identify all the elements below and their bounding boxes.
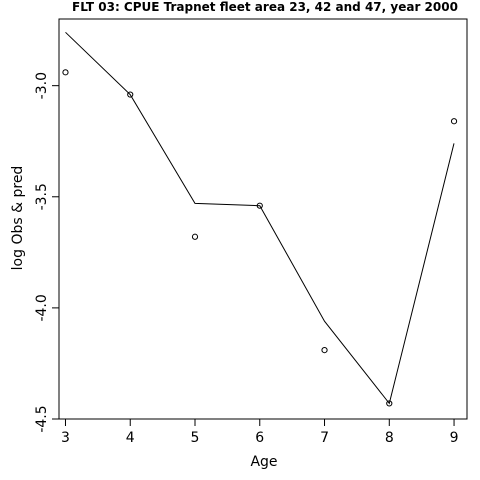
observed-point bbox=[450, 118, 458, 125]
y-axis-label: log Obs & pred bbox=[10, 166, 26, 271]
x-tick-label: 6 bbox=[255, 430, 264, 446]
y-tick-label: -3.5 bbox=[34, 183, 50, 210]
x-tick-label: 5 bbox=[191, 430, 200, 446]
x-axis-label: Age bbox=[250, 454, 277, 470]
x-tick-label: 4 bbox=[126, 430, 135, 446]
observed-point bbox=[321, 347, 328, 354]
series-layer bbox=[62, 31, 458, 407]
x-axis: 3 4 5 6 7 8 9 bbox=[61, 419, 459, 446]
y-tick-label: -4.5 bbox=[34, 405, 50, 432]
x-tick-label: 9 bbox=[450, 430, 459, 446]
x-tick-label: 7 bbox=[320, 430, 329, 446]
observed-point bbox=[191, 233, 199, 240]
chart-title: FLT 03: CPUE Trapnet fleet area 23, 42 a… bbox=[72, 0, 458, 14]
observed-point bbox=[256, 202, 263, 209]
y-tick-label: -4.0 bbox=[34, 294, 50, 321]
plot-frame bbox=[58, 18, 468, 420]
y-tick-label: -3.0 bbox=[34, 72, 50, 99]
y-axis: -3.0 -3.5 -4.0 -4.5 bbox=[34, 72, 59, 433]
x-tick-label: 3 bbox=[61, 430, 70, 446]
observed-point bbox=[386, 400, 393, 407]
observed-point bbox=[127, 91, 134, 98]
x-tick-label: 8 bbox=[385, 430, 394, 446]
series-line-predicted bbox=[65, 31, 455, 405]
observed-point bbox=[62, 69, 69, 76]
